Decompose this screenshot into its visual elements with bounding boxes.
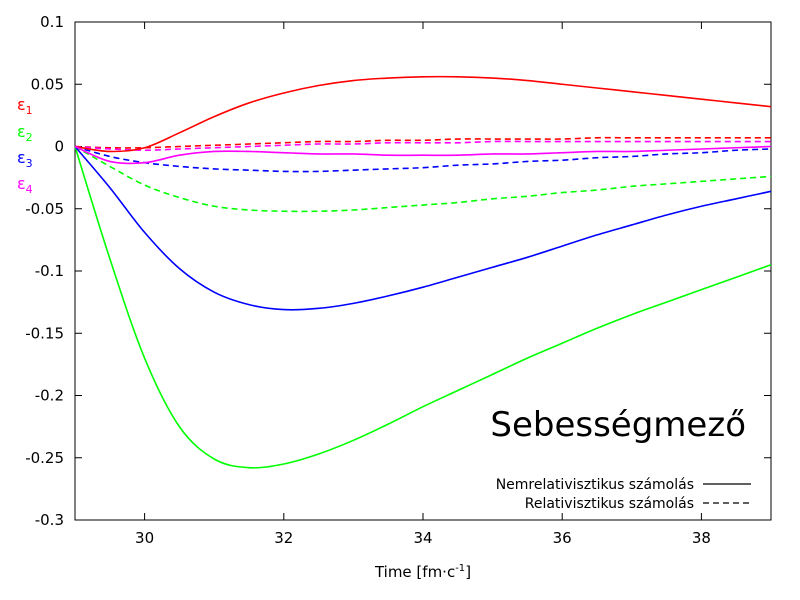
x-tick-label: 32 — [274, 529, 293, 547]
x-tick-label: 36 — [553, 529, 572, 547]
series-line-eps2_rel — [74, 145, 772, 213]
series-line-eps1_nonrel — [74, 75, 772, 153]
x-tick-label: 34 — [413, 529, 432, 547]
y-tick-label: -0.15 — [25, 324, 64, 342]
x-axis-title-tail: ] — [465, 563, 471, 581]
x-tick-label: 38 — [692, 529, 711, 547]
y-tick-label: -0.1 — [35, 262, 64, 280]
x-tick-label: 30 — [135, 529, 154, 547]
epsilon-label-2: ε2 — [17, 122, 33, 144]
x-axis-title: Time [fm·c-1] — [374, 563, 471, 581]
plot-frame — [74, 21, 772, 521]
series-line-eps1_rel — [74, 136, 771, 149]
epsilon-symbol: ε — [17, 95, 26, 114]
axis-ticks: 30 32 34 36 380.10.050-0.05-0.1-0.15-0.2-0.2… — [25, 13, 771, 547]
y-tick-label: -0.2 — [35, 387, 64, 405]
y-tick-label: 0 — [54, 138, 64, 156]
legend: Nemrelativisztikus számolás Relativiszti… — [496, 477, 751, 512]
epsilon-label-4: ε4 — [17, 174, 33, 196]
chart-title: Sebességmező — [490, 405, 746, 445]
epsilon-symbol: ε — [17, 122, 26, 141]
legend-label-solid: Nemrelativisztikus számolás — [496, 477, 694, 493]
epsilon-subscript: 4 — [26, 183, 33, 196]
series-line-eps3_rel — [74, 145, 772, 173]
y-tick-label: 0.1 — [40, 13, 64, 31]
epsilon-label-3: ε3 — [17, 148, 33, 170]
epsilon-subscript: 2 — [26, 131, 33, 144]
y-tick-label: -0.25 — [25, 449, 64, 467]
epsilon-subscript: 1 — [26, 104, 33, 117]
series-line-eps4_rel — [74, 140, 771, 152]
series-layer — [74, 75, 772, 469]
series-line-eps4_nonrel — [74, 145, 772, 165]
x-axis-title-sup: -1 — [455, 563, 465, 574]
series-line-eps2_nonrel — [74, 146, 772, 469]
x-axis-title-base: Time [fm·c — [374, 563, 455, 581]
epsilon-symbol: ε — [17, 174, 26, 193]
legend-label-dashed: Relativisztikus számolás — [525, 496, 694, 512]
y-tick-label: -0.05 — [25, 200, 64, 218]
epsilon-subscript: 3 — [26, 157, 33, 170]
series-line-eps3_nonrel — [74, 145, 772, 311]
y-tick-label: 0.05 — [31, 75, 64, 93]
y-tick-label: -0.3 — [35, 511, 64, 529]
epsilon-label-1: ε1 — [17, 95, 33, 117]
epsilon-symbol: ε — [17, 148, 26, 167]
